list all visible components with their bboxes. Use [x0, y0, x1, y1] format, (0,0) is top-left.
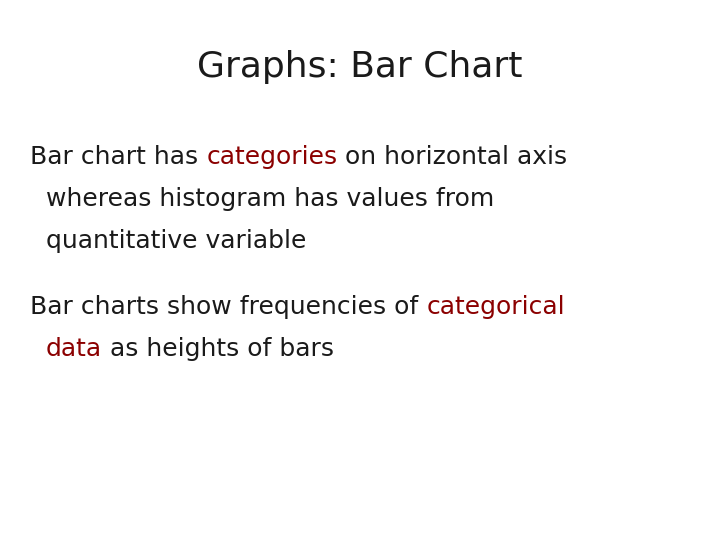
Text: whereas histogram has values from: whereas histogram has values from [30, 187, 494, 211]
Text: Graphs: Bar Chart: Graphs: Bar Chart [197, 50, 523, 84]
Text: data: data [46, 337, 102, 361]
Text: as heights of bars: as heights of bars [102, 337, 334, 361]
Text: on horizontal axis: on horizontal axis [337, 145, 567, 169]
Text: quantitative variable: quantitative variable [30, 229, 307, 253]
Text: categories: categories [206, 145, 337, 169]
Text: categorical: categorical [426, 295, 565, 319]
Text: Bar chart has: Bar chart has [30, 145, 206, 169]
Text: Bar charts show frequencies of: Bar charts show frequencies of [30, 295, 426, 319]
